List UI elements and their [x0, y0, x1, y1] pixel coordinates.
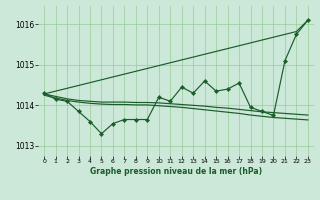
X-axis label: Graphe pression niveau de la mer (hPa): Graphe pression niveau de la mer (hPa)	[90, 167, 262, 176]
